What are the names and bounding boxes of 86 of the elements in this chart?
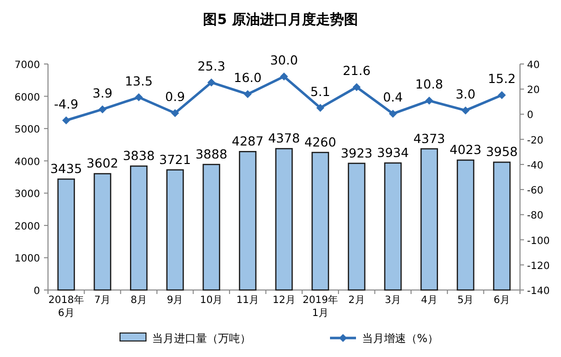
chart-title: 图5 原油进口月度走势图 (203, 11, 358, 28)
y2-tick-label: -20 (527, 135, 544, 146)
bar (312, 152, 330, 291)
y2-tick-label: 0 (527, 110, 534, 122)
bar (130, 165, 148, 291)
y2-tick-label: -80 (527, 210, 544, 222)
point (388, 110, 397, 118)
data-label: 4373 (413, 130, 446, 146)
point (98, 105, 106, 114)
point (134, 93, 143, 102)
y2-tick-label: 40 (527, 60, 540, 71)
legend-label: 当月增速（%） (362, 332, 438, 345)
y-tick-label: 5000 (14, 124, 40, 136)
data-label: 3838 (122, 148, 155, 164)
y2-tick-label: -120 (527, 260, 550, 272)
y2-tick-label: -140 (527, 286, 550, 297)
x-tick-label: 6月 (494, 295, 510, 306)
y-tick-label: 4000 (14, 156, 40, 168)
data-label: 3435 (50, 161, 82, 176)
data-label: 15.2 (488, 71, 516, 86)
x-tick-label: 12月 (272, 295, 296, 306)
x-tick-label: 3月 (384, 295, 402, 306)
x-tick-label: 8月 (130, 295, 147, 306)
data-label: 4378 (268, 130, 300, 146)
data-label: 3602 (86, 156, 118, 171)
bar (166, 169, 184, 291)
y-tick-label: 3000 (14, 189, 40, 200)
data-label: 13.5 (124, 73, 153, 88)
data-label: 4260 (304, 134, 336, 150)
x-tick-label: 2月 (348, 295, 365, 306)
y-tick-label: 2000 (14, 221, 40, 232)
x-tick-label: 10月 (200, 295, 223, 306)
bar (420, 148, 438, 291)
y-tick-label: 0 (34, 286, 40, 297)
point (316, 104, 324, 112)
data-label: 3923 (340, 145, 373, 160)
data-label: 3721 (159, 152, 191, 167)
y2-tick-label: 20 (527, 85, 540, 96)
point (171, 109, 180, 118)
bar (202, 164, 220, 291)
x-tick-label: 11月 (236, 295, 260, 306)
data-label: 3.9 (92, 85, 112, 100)
bar (384, 162, 402, 291)
y2-tick-label: -40 (527, 160, 544, 172)
data-label: 3934 (377, 144, 409, 160)
data-label: 4287 (232, 134, 264, 149)
data-label: 4023 (450, 142, 482, 158)
x-tick-label: 5月 (457, 295, 474, 306)
bar (348, 162, 366, 291)
data-label: 16.0 (234, 70, 262, 86)
x-tick-label: 2018年 6月 (48, 294, 84, 319)
bar (57, 178, 75, 291)
point (462, 106, 470, 114)
bar (456, 160, 474, 291)
bar (493, 162, 511, 291)
x-tick-label: 9月 (166, 295, 184, 306)
data-label: 3888 (195, 146, 228, 162)
point (62, 116, 70, 124)
legend-label: 当月进口量（万吨） (152, 332, 251, 345)
point (352, 83, 361, 92)
point (425, 96, 434, 105)
point (207, 78, 216, 86)
y-tick-label: 6000 (14, 92, 40, 104)
data-label: 0.9 (165, 89, 186, 104)
data-label: 0.4 (382, 90, 403, 105)
y2-tick-label: -60 (527, 186, 544, 197)
y-tick-label: 1000 (14, 254, 40, 265)
data-label: -4.9 (54, 96, 78, 112)
bar (275, 148, 293, 291)
data-label: 25.3 (197, 58, 226, 74)
bar (94, 173, 112, 291)
data-label: 21.6 (342, 63, 371, 78)
data-label: 5.1 (310, 84, 330, 99)
point (244, 90, 252, 98)
point (280, 72, 288, 81)
data-label: 10.8 (415, 76, 444, 92)
bar (238, 150, 256, 291)
data-label: 30.0 (270, 52, 298, 68)
x-tick-label: 2019年 1月 (302, 294, 338, 319)
y2-tick-label: -100 (527, 236, 550, 247)
y-tick-label: 7000 (14, 60, 40, 71)
point (498, 91, 506, 100)
x-tick-label: 4月 (421, 295, 438, 306)
data-label: 3958 (486, 144, 518, 160)
data-label: 3.0 (456, 86, 476, 102)
x-tick-label: 7月 (94, 295, 111, 306)
